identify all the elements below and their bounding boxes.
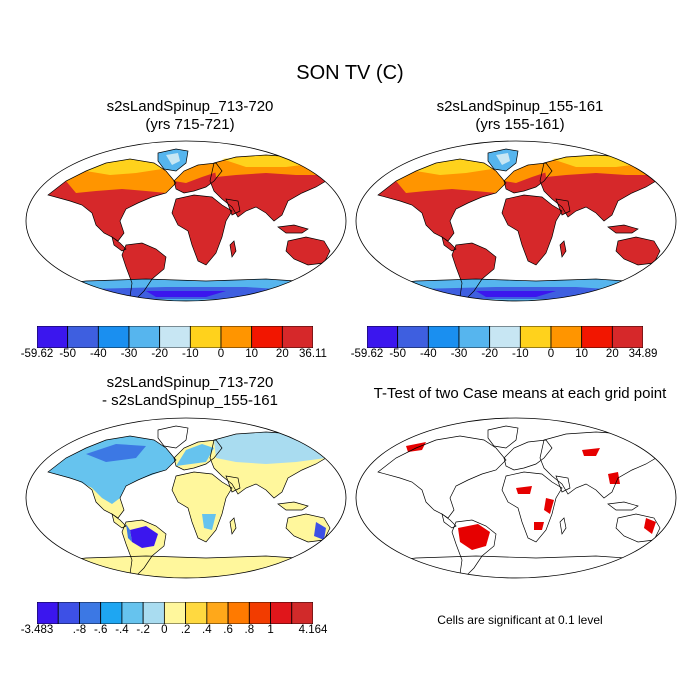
panel3-title-line1: s2sLandSpinup_713-720 xyxy=(106,374,274,391)
significance-note: Cells are significant at 0.1 level xyxy=(437,613,603,627)
colorbar-swatch xyxy=(581,326,613,348)
panel2-map xyxy=(355,140,677,302)
colorbar-tick-label: -10 xyxy=(512,348,529,360)
colorbar-swatch xyxy=(142,602,165,624)
significant-cells xyxy=(406,442,656,550)
colorbar-tick-label: 20 xyxy=(275,348,289,360)
panel2-title: s2sLandSpinup_155-161 (yrs 155-161) xyxy=(355,98,685,134)
colorbar-swatch xyxy=(397,326,429,348)
colorbar-tick-label: -3.483 xyxy=(20,624,54,636)
colorbar-tick-label: .4 xyxy=(202,624,212,636)
colorbar-tick-label: 36.11 xyxy=(299,348,327,360)
colorbar-2-labels: -59.62 -50 -40 -30 -20 -10 0 10 20 34.89 xyxy=(351,348,658,364)
colorbar-swatch xyxy=(121,602,144,624)
panel1-title-line2: (yrs 715-721) xyxy=(145,116,235,133)
colorbar-swatch xyxy=(227,602,250,624)
colorbar-tick-label: -50 xyxy=(59,348,76,360)
colorbar-tick-label: -40 xyxy=(90,348,107,360)
colorbar-swatch xyxy=(37,602,59,624)
colorbar-tick-label: .2 xyxy=(180,624,191,636)
colorbar-1 xyxy=(37,326,313,348)
colorbar-tick-label: -30 xyxy=(120,348,138,360)
panel3-title-line2: - s2sLandSpinup_155-161 xyxy=(102,392,278,409)
panel2-title-line1: s2sLandSpinup_155-161 xyxy=(436,98,604,115)
panel1-map xyxy=(25,140,347,302)
colorbar-tick-label: .8 xyxy=(244,624,255,636)
colorbar-tick-label: 0 xyxy=(547,348,555,360)
colorbar-tick-label: 10 xyxy=(245,348,259,360)
colorbar-tick-label: -.4 xyxy=(115,624,129,636)
colorbar-swatch xyxy=(67,326,99,348)
colorbar-swatch xyxy=(97,326,130,348)
colorbar-swatch xyxy=(611,326,643,348)
colorbar-tick-label: -20 xyxy=(151,348,168,360)
colorbar-swatch xyxy=(159,326,191,348)
colorbar-tick-label: -59.62 xyxy=(20,348,54,360)
colorbar-3 xyxy=(37,602,313,624)
colorbar-swatch xyxy=(189,326,222,348)
panel4-title: T-Test of two Case means at each grid po… xyxy=(355,385,685,403)
colorbar-swatch xyxy=(281,326,313,348)
colorbar-swatch xyxy=(251,326,283,348)
colorbar-swatch xyxy=(57,602,80,624)
colorbar-tick-label: -10 xyxy=(182,348,199,360)
colorbar-tick-label: 0 xyxy=(161,624,168,636)
colorbar-tick-label: 20 xyxy=(605,348,619,360)
colorbar-swatch xyxy=(220,326,253,348)
panel2-title-line2: (yrs 155-161) xyxy=(475,116,565,133)
colorbar-tick-label: -59.62 xyxy=(350,348,384,360)
panel1-title-line1: s2sLandSpinup_713-720 xyxy=(106,98,274,115)
colorbar-tick-label: 1 xyxy=(267,624,274,636)
colorbar-swatch xyxy=(550,326,583,348)
colorbar-tick-label: 4.164 xyxy=(298,624,328,636)
panel4-title-line1: T-Test of two Case means at each grid po… xyxy=(373,385,667,402)
colorbar-swatch xyxy=(79,602,102,624)
colorbar-tick-label: 10 xyxy=(575,348,589,360)
colorbar-tick-label: -50 xyxy=(389,348,406,360)
colorbar-swatch xyxy=(489,326,521,348)
colorbar-swatch xyxy=(248,602,271,624)
panel4-map xyxy=(355,417,677,579)
panel3-title: s2sLandSpinup_713-720 - s2sLandSpinup_15… xyxy=(25,374,355,410)
colorbar-swatch xyxy=(128,326,161,348)
colorbar-swatch xyxy=(367,326,399,348)
colorbar-1-labels: -59.62 -50 -40 -30 -20 -10 0 10 20 36.11 xyxy=(21,348,327,364)
colorbar-swatch xyxy=(37,326,69,348)
colorbar-swatch xyxy=(291,602,313,624)
colorbar-tick-label: .6 xyxy=(223,624,233,636)
colorbar-swatch xyxy=(100,602,123,624)
colorbar-swatch xyxy=(519,326,552,348)
colorbar-swatch xyxy=(270,602,293,624)
colorbar-swatch xyxy=(458,326,491,348)
colorbar-tick-label: -.6 xyxy=(93,624,108,636)
colorbar-2 xyxy=(367,326,643,348)
colorbar-tick-label: -20 xyxy=(481,348,498,360)
colorbar-tick-label: 34.89 xyxy=(628,348,658,360)
colorbar-swatch xyxy=(163,602,187,624)
figure-title: SON TV (C) xyxy=(296,62,404,84)
colorbar-tick-label: 0 xyxy=(217,348,225,360)
colorbar-3-labels: -3.483 .-8 -.6 -.4 -.2 0 .2 .4 .6 .8 1 4.164 xyxy=(21,624,328,640)
colorbar-tick-label: -40 xyxy=(420,348,437,360)
colorbar-tick-label: -.2 xyxy=(136,624,150,636)
colorbar-swatch xyxy=(427,326,460,348)
panel1-title: s2sLandSpinup_713-720 (yrs 715-721) xyxy=(25,98,355,134)
colorbar-swatch xyxy=(185,602,208,624)
colorbar-swatch xyxy=(206,602,229,624)
panel3-map xyxy=(25,417,347,579)
colorbar-tick-label: .-8 xyxy=(72,624,87,636)
colorbar-tick-label: -30 xyxy=(450,348,468,360)
